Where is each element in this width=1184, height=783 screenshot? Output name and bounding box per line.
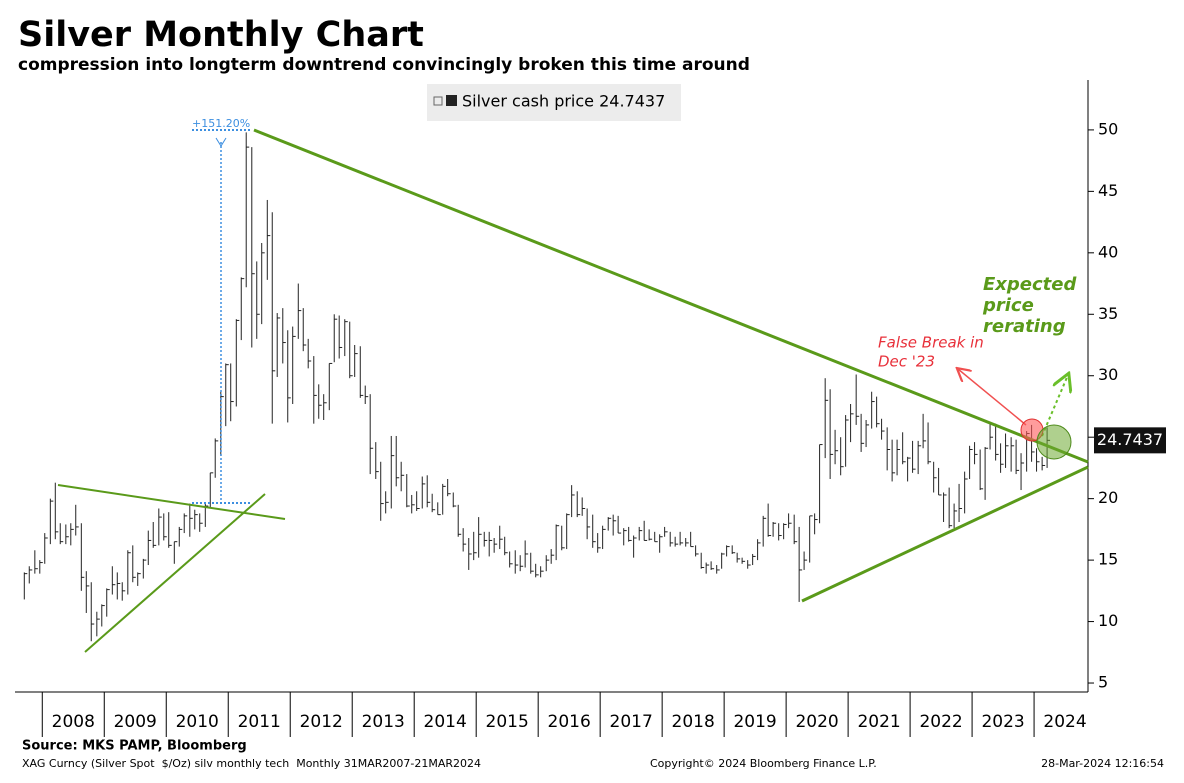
y-tick-label: 5 [1098,673,1108,692]
footer-timestamp: 28-Mar-2024 12:16:54 [1041,757,1164,770]
y-tick-label: 45 [1098,181,1118,200]
x-tick-label: 2014 [424,712,467,732]
downtrend-line [253,128,1089,464]
x-tick-label: 2009 [114,712,157,732]
y-tick-label: 20 [1098,488,1118,507]
x-tick-label: 2010 [176,712,219,732]
x-tick-label: 2022 [919,712,962,732]
annotation-arrow [1041,375,1068,437]
plot-area [15,80,1089,693]
annotation: False Break in [878,334,984,352]
last-price-label: 24.7437 [1097,430,1163,449]
y-tick-label: 40 [1098,242,1118,261]
annotation: price [982,295,1034,316]
annotation: rerating [983,316,1066,337]
x-tick-label: 2023 [981,712,1024,732]
x-tick-label: 2015 [486,712,529,732]
footer-ticker: XAG Curncy (Silver Spot $/Oz) silv month… [22,757,481,770]
y-tick-label: 50 [1098,119,1118,138]
x-tick-label: 2021 [857,712,900,732]
legend-label: Silver cash price 24.7437 [462,92,665,111]
x-tick-label: 2008 [52,712,95,732]
x-tick-label: 2020 [795,712,838,732]
x-tick-label: 2024 [1043,712,1086,732]
footer-copyright: Copyright© 2024 Bloomberg Finance L.P. [650,757,877,770]
y-tick-label: 35 [1098,304,1118,323]
x-tick-label: 2013 [362,712,405,732]
x-tick-label: 2018 [672,712,715,732]
x-tick-label: 2017 [610,712,653,732]
y-tick-label: 30 [1098,365,1118,384]
legend-swatch [446,95,457,106]
x-tick-label: 2019 [733,712,776,732]
last-price-box [1094,427,1166,454]
breakout-marker [1036,424,1072,460]
measure-label: +151.20% [192,117,250,130]
x-tick-label: 2016 [548,712,591,732]
uptrend-line-2008 [84,493,266,653]
uptrend-line [801,465,1089,603]
x-tick-label: 2012 [300,712,343,732]
x-tick-label: 2011 [238,712,281,732]
chart-title: Silver Monthly Chart [18,15,424,55]
annotation: Expected [983,274,1077,295]
price-series [23,132,1051,642]
source: Source: MKS PAMP, Bloomberg [22,739,247,754]
annotation-arrow [958,369,1027,426]
legend [427,84,681,121]
annotation: Dec '23 [878,353,935,371]
y-tick-label: 10 [1098,611,1118,630]
downtrend-line-2008 [57,484,286,520]
measure-arrow [215,137,227,147]
chart-subtitle: compression into longterm downtrend conv… [18,55,750,75]
legend-toggle [433,96,443,106]
y-tick-label: 15 [1098,550,1118,569]
